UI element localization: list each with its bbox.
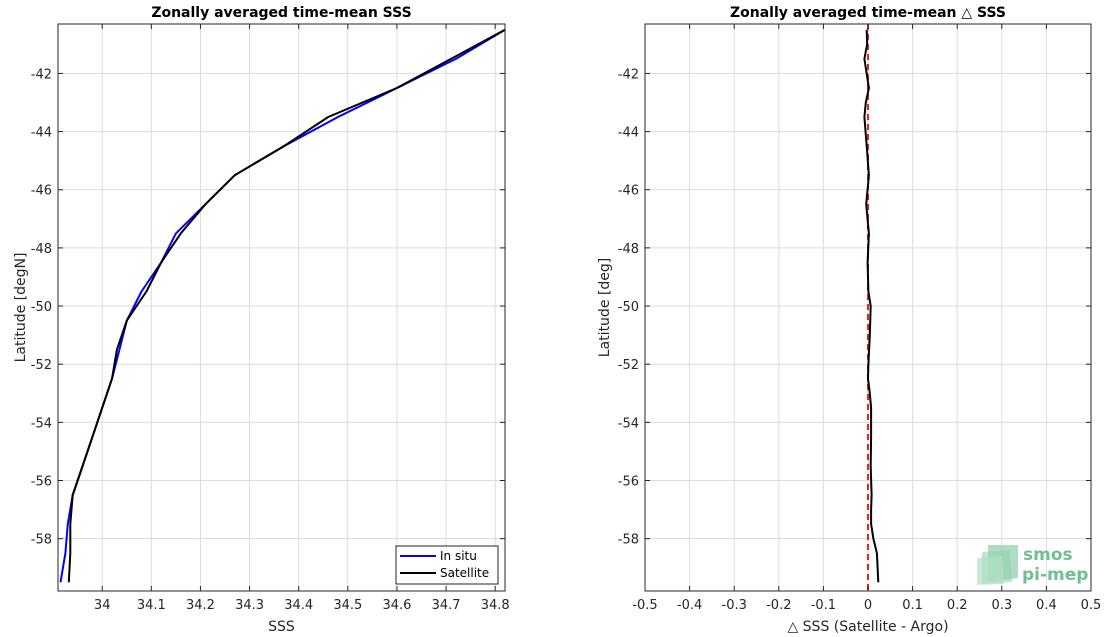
right-x-tick-label: -0.2 xyxy=(766,598,791,613)
right-x-tick-label: -0.1 xyxy=(811,598,836,613)
left-y-tick-label: -42 xyxy=(31,67,52,82)
left-x-tick-label: 34 xyxy=(94,598,111,613)
logo-text-pi-mep: pi-mep xyxy=(1022,565,1088,585)
left-legend: In situ Satellite xyxy=(395,545,499,585)
left-x-tick-label: 34.5 xyxy=(333,598,362,613)
left-y-tick-label: -54 xyxy=(31,416,52,431)
right-y-tick-label: -58 xyxy=(618,533,639,548)
right-x-tick-label: 0.4 xyxy=(1036,598,1057,613)
right-x-tick-label: 0.5 xyxy=(1081,598,1102,613)
right-ticks: -0.5 -0.4 -0.3 -0.2 -0.1 0 0.1 0.2 0.3 0.4 0.5 -42 -… xyxy=(618,24,1102,613)
legend-box xyxy=(395,545,499,585)
right-chart-title: Zonally averaged time-mean △ SSS xyxy=(730,5,1006,21)
right-x-tick-label: -0.5 xyxy=(632,598,657,613)
right-x-tick-label: 0 xyxy=(864,598,872,613)
left-x-tick-label: 34.3 xyxy=(235,598,264,613)
right-y-tick-label: -42 xyxy=(618,67,639,82)
left-plot-area xyxy=(58,24,505,591)
right-x-tick-label: -0.4 xyxy=(677,598,702,613)
left-ticks: 34 34.1 34.2 34.3 34.4 34.5 34.6 34.7 34.8 -42 -44… xyxy=(31,24,510,613)
left-y-axis-label: Latitude [degN] xyxy=(13,253,29,363)
right-grid xyxy=(644,24,1092,591)
right-x-tick-label: 0.1 xyxy=(902,598,923,613)
left-y-tick-label: -52 xyxy=(31,358,52,373)
left-plot-frame xyxy=(57,23,506,592)
left-x-tick-label: 34.2 xyxy=(186,598,215,613)
left-x-axis-label: SSS xyxy=(268,619,295,635)
left-y-tick-label: -50 xyxy=(31,300,52,315)
left-x-tick-label: 34.4 xyxy=(284,598,313,613)
smos-pi-mep-logo: smos pi-mep xyxy=(977,545,1088,585)
left-y-tick-label: -48 xyxy=(31,242,52,257)
left-y-tick-label: -44 xyxy=(31,126,52,141)
left-y-tick-label: -56 xyxy=(31,475,52,490)
right-y-axis-label: Latitude [deg] xyxy=(597,258,613,357)
right-y-tick-label: -44 xyxy=(618,126,639,141)
right-y-tick-label: -56 xyxy=(618,475,639,490)
legend-label-satellite: Satellite xyxy=(440,566,489,580)
left-grid xyxy=(58,24,505,591)
left-y-tick-label: -46 xyxy=(31,184,52,199)
right-series-line-delta-sss xyxy=(863,29,880,583)
left-x-tick-label: 34.7 xyxy=(432,598,461,613)
right-x-axis-label: △ SSS (Satellite - Argo) xyxy=(787,619,948,635)
left-chart-panel: 34 34.1 34.2 34.3 34.4 34.5 34.6 34.7 34.8 -42 -44… xyxy=(13,5,510,635)
right-y-tick-label: -50 xyxy=(618,300,639,315)
right-x-tick-label: -0.3 xyxy=(722,598,747,613)
right-chart-panel: -0.5 -0.4 -0.3 -0.2 -0.1 0 0.1 0.2 0.3 0.4 0.5 -42 -… xyxy=(597,5,1101,635)
logo-emblem-icon xyxy=(977,545,1018,585)
right-y-tick-label: -54 xyxy=(618,416,639,431)
right-x-tick-label: 0.3 xyxy=(991,598,1012,613)
right-y-tick-label: -48 xyxy=(618,242,639,257)
left-chart-title: Zonally averaged time-mean SSS xyxy=(151,5,411,21)
left-x-tick-label: 34.8 xyxy=(481,598,510,613)
right-y-tick-label: -46 xyxy=(618,184,639,199)
left-y-tick-label: -58 xyxy=(31,533,52,548)
legend-label-in-situ: In situ xyxy=(440,549,477,563)
logo-text-smos: smos xyxy=(1023,545,1073,565)
left-series-line-satellite xyxy=(67,28,506,583)
left-x-tick-label: 34.1 xyxy=(137,598,166,613)
right-y-tick-label: -52 xyxy=(618,358,639,373)
left-x-tick-label: 34.6 xyxy=(382,598,411,613)
right-series-group xyxy=(863,29,880,583)
right-x-tick-label: 0.2 xyxy=(947,598,968,613)
left-series-group xyxy=(59,28,506,583)
